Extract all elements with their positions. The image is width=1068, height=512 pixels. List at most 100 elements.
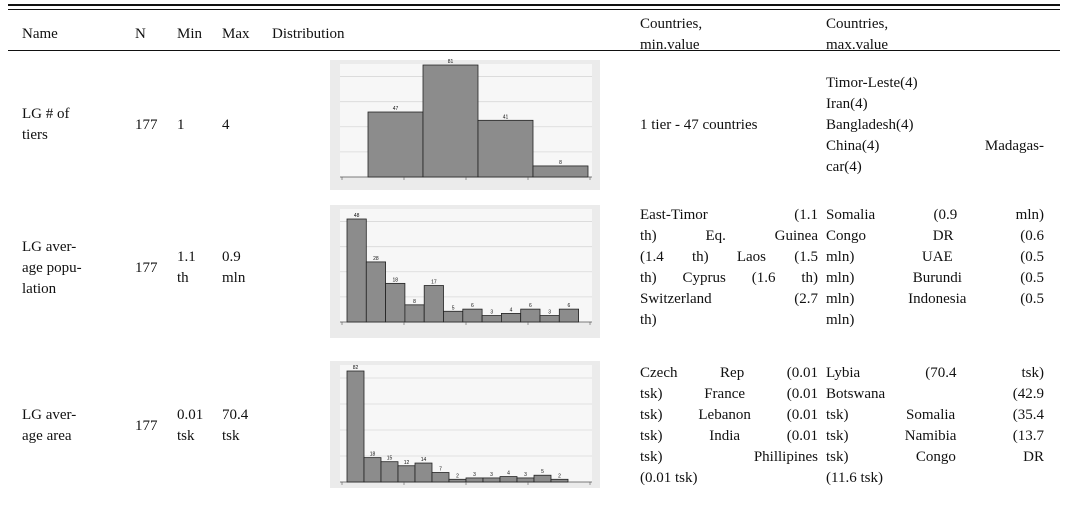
- cell-line: car(4): [826, 158, 862, 175]
- cell-line: Max: [222, 26, 250, 42]
- bar-label: 5: [452, 305, 455, 311]
- cell-line: Distribution: [272, 26, 345, 42]
- min-cell: 0.01 tsk: [177, 405, 203, 447]
- cell-line: LG aver-: [22, 407, 77, 423]
- cell-line: Iran(4): [826, 95, 868, 112]
- cell-line: Name: [22, 26, 58, 42]
- cell-line: Min: [177, 26, 203, 42]
- header-cell: Countries, min.value: [640, 14, 820, 56]
- cell-line: 1 tier - 47 countries: [640, 116, 758, 133]
- cell-line: tsk) Somalia (35.4: [826, 407, 1044, 423]
- cell-line: tsk) Namibia (13.7: [826, 428, 1044, 444]
- top-rule: [8, 9, 1060, 10]
- bar-label: 14: [421, 457, 427, 463]
- histogram-bar: [533, 474, 552, 483]
- cell-line: Czech Rep (0.01: [640, 365, 818, 381]
- cell-line: th): [640, 312, 657, 328]
- cell-line: min.value: [640, 37, 700, 53]
- cell-line: Countries,: [826, 16, 889, 32]
- cell-line: Switzerland (2.7: [640, 291, 818, 307]
- histogram-bar: [500, 313, 522, 323]
- max-cell: 4: [222, 115, 230, 136]
- histogram-bar: [380, 461, 399, 483]
- cell-line: Lybia (70.4 tsk): [826, 365, 1044, 381]
- cell-line: mln) UAE (0.5: [826, 249, 1044, 265]
- cell-line: LG # of: [22, 106, 70, 122]
- cell-line: Congo DR (0.6: [826, 228, 1044, 244]
- cell-line: (0.01 tsk): [640, 470, 698, 486]
- histogram-bar: [465, 477, 484, 483]
- histogram-bar: [520, 308, 541, 323]
- cell-line: th: [177, 270, 189, 286]
- bar-label: 2: [558, 473, 561, 479]
- bar-label: 4: [507, 471, 510, 477]
- cell-line: LG aver-: [22, 238, 77, 255]
- histogram-bar: [414, 462, 433, 483]
- header-cell: Max: [222, 24, 250, 45]
- histogram-bar: [443, 310, 464, 323]
- cell-line: lation: [22, 280, 57, 297]
- histogram-bar: [346, 218, 367, 323]
- n-cell: 177: [135, 115, 158, 136]
- cell-line: mln) Indonesia (0.5: [826, 291, 1044, 307]
- bar-label: 3: [490, 310, 493, 316]
- cell-line: mln: [222, 270, 246, 286]
- cell-line: max.value: [826, 37, 889, 53]
- histogram-bar: [482, 477, 501, 483]
- min-countries-cell: East-Timor (1.1 th) Eq. Guinea (1.4 th) La…: [640, 205, 818, 331]
- n-cell: 177: [135, 258, 158, 279]
- histogram-bar: [481, 315, 502, 323]
- bar-label: 47: [393, 106, 399, 112]
- cell-line: th) Eq. Guinea: [640, 228, 818, 244]
- histogram-bar: [539, 315, 560, 323]
- header-rule: [8, 50, 1060, 51]
- histogram-bar: [462, 308, 483, 323]
- bar-label: 2: [456, 473, 459, 479]
- bar-label: 3: [524, 472, 527, 478]
- cell-line: 1.1: [177, 249, 196, 265]
- cell-line: 177: [135, 417, 158, 434]
- bar-label: 8: [559, 160, 562, 166]
- cell-line: th) Cyprus (1.6 th): [640, 270, 818, 286]
- cell-line: tsk) Phillipines: [640, 449, 818, 465]
- cell-line: 1: [177, 116, 185, 133]
- bar-label: 41: [503, 114, 509, 120]
- max-cell: 70.4 tsk: [222, 405, 248, 447]
- name-cell: LG aver-age popu-lation: [22, 237, 122, 300]
- cell-line: Botswana (42.9: [826, 386, 1044, 402]
- cell-line: 0.01: [177, 407, 204, 423]
- bar-label: 8: [413, 299, 416, 305]
- cell-line: tiers: [22, 127, 48, 143]
- name-cell: LG aver-age area: [22, 405, 122, 447]
- histogram-bar: [397, 465, 416, 483]
- cell-line: (1.4 th) Laos (1.5: [640, 249, 818, 265]
- max-countries-cell: Timor-Leste(4) Iran(4) Bangladesh(4) China(…: [826, 73, 1044, 178]
- header-cell: Min: [177, 24, 202, 45]
- bar-label: 18: [392, 277, 398, 283]
- min-cell: 1.1 th: [177, 247, 196, 289]
- header-cell: Distribution: [272, 24, 345, 45]
- min-countries-cell: 1 tier - 47 countries: [640, 115, 818, 136]
- histogram-bar: [365, 261, 386, 323]
- bar-label: 48: [354, 213, 360, 219]
- cell-line: Somalia (0.9 mln): [826, 207, 1044, 223]
- cell-line: N: [135, 26, 146, 42]
- histogram-bar: [363, 457, 382, 483]
- cell-line: Timor-Leste(4): [826, 74, 918, 91]
- bar-label: 6: [529, 303, 532, 309]
- histogram-bar: [477, 119, 534, 178]
- cell-line: Countries,: [640, 16, 703, 32]
- header-cell: Countries, max.value: [826, 14, 1044, 56]
- bar-label: 82: [353, 365, 359, 371]
- bar-label: 12: [404, 460, 410, 466]
- histogram-bar: [516, 477, 535, 483]
- cell-line: 0.9: [222, 249, 241, 265]
- cell-line: China(4) Madagas-: [826, 137, 1044, 154]
- bar-label: 3: [548, 310, 551, 316]
- header-cell: N: [135, 24, 146, 45]
- histogram-bar: [448, 478, 467, 483]
- cell-line: age popu-: [22, 259, 82, 276]
- bar-label: 18: [370, 452, 376, 458]
- bar-label: 6: [471, 303, 474, 309]
